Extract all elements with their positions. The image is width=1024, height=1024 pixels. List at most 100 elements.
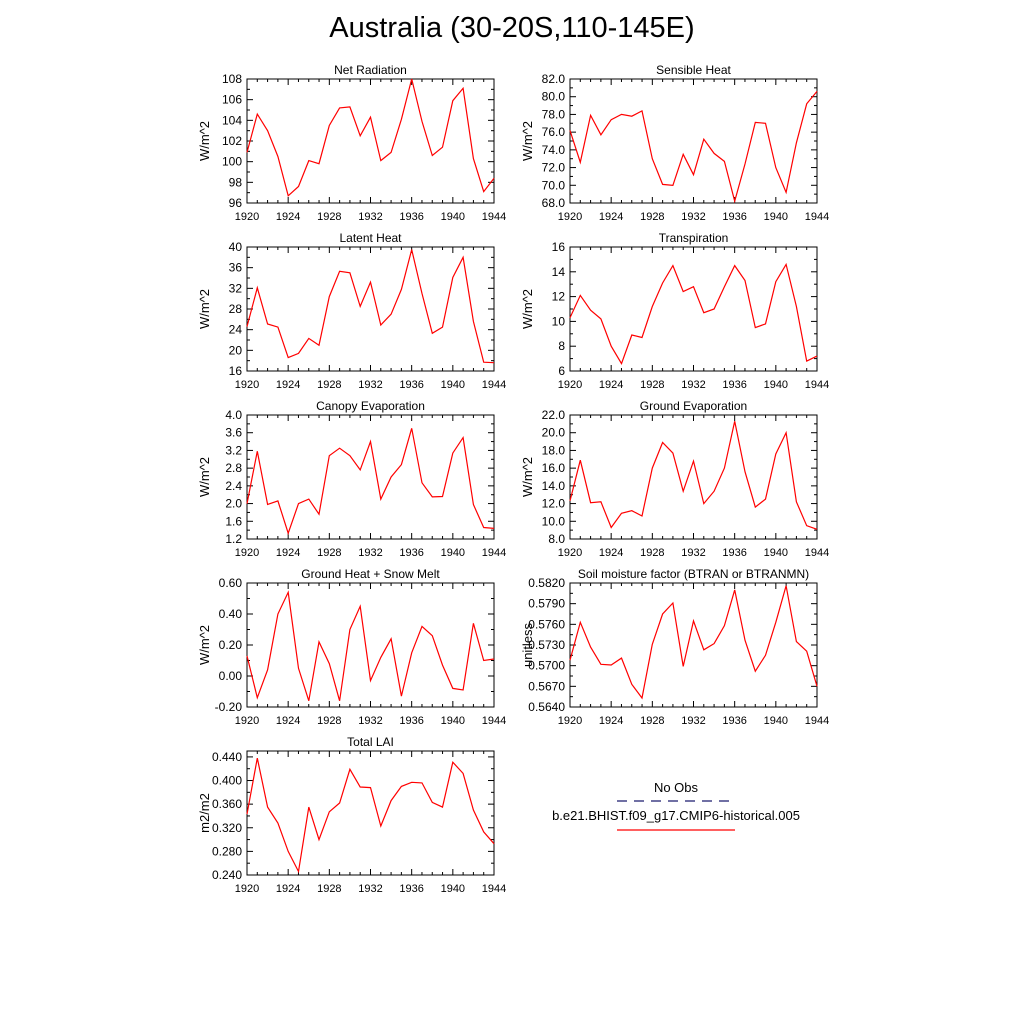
x-tick-label: 1924	[276, 211, 300, 223]
x-tick-label: 1944	[482, 211, 506, 223]
y-tick-label: 0.5640	[528, 700, 565, 714]
x-tick-label: 1920	[558, 547, 582, 559]
series-line	[569, 262, 818, 366]
series-line	[246, 78, 495, 197]
x-tick-label: 1932	[358, 715, 382, 727]
y-tick-label: 102	[222, 134, 242, 148]
y-tick-label: 36	[229, 261, 243, 275]
chart-panel: 16 20 24 28 32 36 40 1920 1924 1928 1932 1936 1940 19…	[197, 231, 506, 391]
x-tick-label: 1928	[640, 547, 664, 559]
y-tick-label: 8	[558, 339, 565, 353]
x-tick-label: 1940	[764, 715, 788, 727]
y-tick-label: 98	[229, 175, 243, 189]
x-tick-label: 1932	[358, 379, 382, 391]
plot-frame	[246, 246, 495, 372]
y-axis-label: unitless	[520, 622, 535, 667]
y-tick-label: 16	[552, 240, 566, 254]
x-tick-label: 1932	[358, 883, 382, 895]
chart-panel: 68.0 70.0 72.0 74.0 76.0 78.0 80.0 82.0 1920 1924…	[520, 63, 829, 223]
panel-title: Transpiration	[659, 231, 729, 245]
panel-title: Total LAI	[347, 735, 394, 749]
y-tick-label: 2.0	[225, 497, 242, 511]
chart-panel: 8.0 10.0 12.0 14.0 16.0 18.0 20.0 22.0 1920 1924 1…	[520, 399, 829, 559]
panel-title: Soil moisture factor (BTRAN or BTRANMN)	[578, 567, 809, 581]
x-tick-label: 1924	[276, 715, 300, 727]
y-tick-label: 2.4	[225, 479, 242, 493]
legend: No Obs b.e21.BHIST.f09_g17.CMIP6-historic…	[552, 780, 800, 831]
x-tick-label: 1928	[317, 211, 341, 223]
series-line	[569, 91, 818, 204]
x-tick-label: 1924	[276, 379, 300, 391]
y-tick-label: 0.5820	[528, 576, 565, 590]
x-tick-label: 1924	[276, 547, 300, 559]
y-tick-label: 0.440	[212, 750, 242, 764]
y-tick-label: 80.0	[542, 90, 566, 104]
plot-frame	[569, 246, 818, 372]
panel-title: Latent Heat	[339, 231, 402, 245]
y-axis-label: W/m^2	[197, 625, 212, 665]
x-tick-label: 1944	[482, 379, 506, 391]
y-tick-label: 104	[222, 113, 242, 127]
chart-panel: 0.5640 0.5670 0.5700 0.5730 0.5760 0.5790 0.58…	[520, 567, 829, 727]
series-line	[246, 590, 495, 701]
series-line	[569, 421, 818, 530]
y-tick-label: 3.6	[225, 426, 242, 440]
x-tick-label: 1936	[399, 211, 423, 223]
plot-frame	[569, 582, 818, 708]
y-tick-label: 16.0	[542, 461, 566, 475]
x-tick-label: 1936	[722, 211, 746, 223]
y-tick-label: 82.0	[542, 72, 566, 86]
y-tick-label: 14.0	[542, 479, 566, 493]
y-tick-label: 68.0	[542, 196, 566, 210]
panel-title: Ground Heat + Snow Melt	[301, 567, 440, 581]
x-tick-label: 1932	[681, 379, 705, 391]
panel-title: Ground Evaporation	[640, 399, 747, 413]
x-tick-label: 1924	[599, 211, 623, 223]
x-tick-label: 1932	[681, 211, 705, 223]
y-tick-label: 78.0	[542, 107, 566, 121]
y-tick-label: 108	[222, 72, 242, 86]
y-tick-label: 6	[558, 364, 565, 378]
x-tick-label: 1940	[764, 379, 788, 391]
x-tick-label: 1924	[599, 715, 623, 727]
x-tick-label: 1932	[358, 547, 382, 559]
x-tick-label: 1920	[235, 211, 259, 223]
chart-panel: 1.2 1.6 2.0 2.4 2.8 3.2 3.6 4.0 1920 1924 1928 1932…	[197, 399, 506, 559]
y-tick-label: 8.0	[548, 532, 565, 546]
x-tick-label: 1936	[399, 715, 423, 727]
y-axis-label: W/m^2	[197, 457, 212, 497]
x-tick-label: 1920	[235, 547, 259, 559]
x-tick-label: 1928	[640, 379, 664, 391]
series-line	[246, 249, 495, 364]
x-tick-label: 1944	[805, 211, 829, 223]
y-tick-label: 0.5760	[528, 617, 565, 631]
y-tick-label: 0.320	[212, 821, 242, 835]
series-line	[246, 757, 495, 874]
page-title: Australia (30-20S,110-145E)	[329, 12, 695, 44]
x-tick-label: 1936	[722, 715, 746, 727]
y-tick-label: 0.00	[219, 669, 243, 683]
y-tick-label: 76.0	[542, 125, 566, 139]
y-axis-label: m2/m2	[197, 793, 212, 833]
x-tick-label: 1940	[441, 547, 465, 559]
y-tick-label: 0.5730	[528, 638, 565, 652]
y-tick-label: 14	[552, 265, 566, 279]
y-tick-label: 106	[222, 93, 242, 107]
y-tick-label: 0.280	[212, 844, 242, 858]
y-axis-label: W/m^2	[520, 457, 535, 497]
y-tick-label: 12	[552, 290, 566, 304]
x-tick-label: 1940	[441, 883, 465, 895]
y-tick-label: 3.2	[225, 443, 242, 457]
x-tick-label: 1944	[482, 883, 506, 895]
x-tick-label: 1944	[482, 715, 506, 727]
x-tick-label: 1928	[317, 379, 341, 391]
x-tick-label: 1928	[640, 715, 664, 727]
y-tick-label: 20	[229, 343, 243, 357]
x-tick-label: 1924	[599, 547, 623, 559]
x-tick-label: 1928	[317, 715, 341, 727]
plot-frame	[569, 414, 818, 540]
x-tick-label: 1940	[764, 547, 788, 559]
x-tick-label: 1940	[441, 715, 465, 727]
series-line	[569, 585, 818, 700]
